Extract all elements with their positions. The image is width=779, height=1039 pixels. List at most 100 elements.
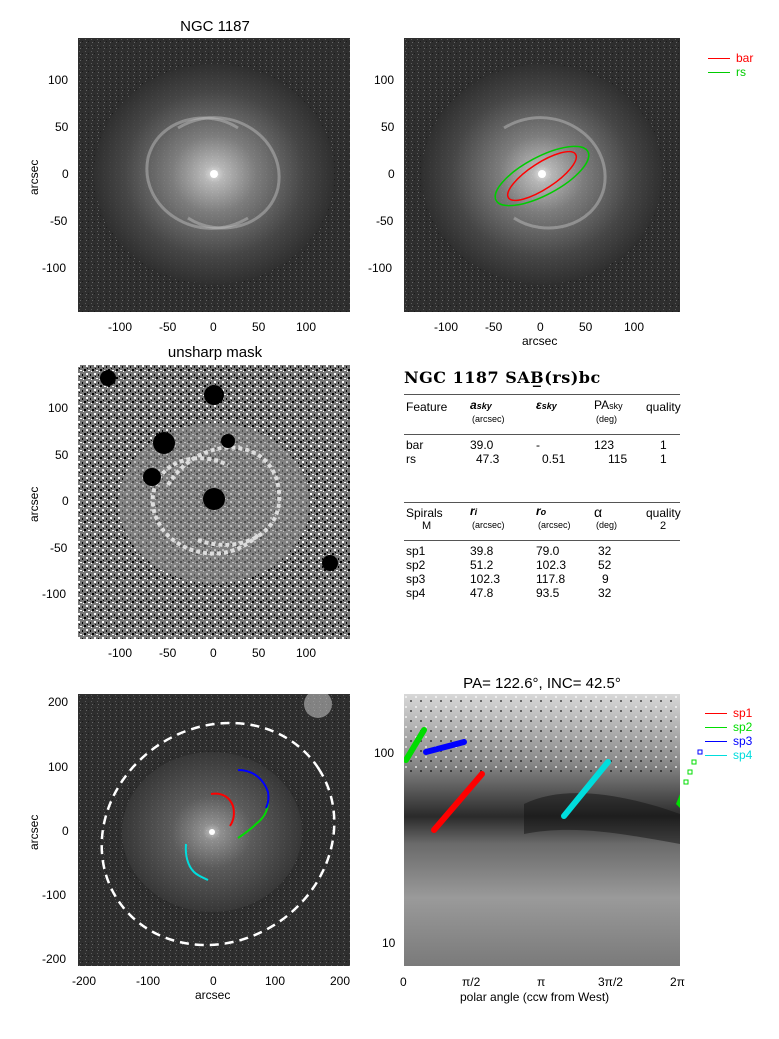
cell-q: 1: [660, 438, 667, 452]
legend-line: [705, 712, 727, 714]
panel1-ytick: 100: [48, 73, 69, 87]
cell-alpha: 32: [598, 544, 612, 558]
spiral-sp4: [184, 843, 209, 881]
cell-ri: 39.8: [470, 544, 494, 558]
cell-a: 47.3: [476, 452, 500, 466]
panel2-ytick: 100: [374, 73, 395, 87]
panel3-ytick: -50: [50, 541, 68, 555]
panel1-ylabel: arcsec: [27, 159, 41, 195]
panel5-xlabel: polar angle (ccw from West): [460, 990, 610, 1004]
spiral-overlay-panel: [78, 694, 350, 966]
outer-ellipse: [100, 721, 336, 947]
bar-ellipse: [506, 150, 578, 202]
legend-item-sp3: sp3: [705, 734, 752, 748]
cell-ro: 93.5: [536, 586, 560, 600]
panel1-xtick: 50: [252, 320, 266, 334]
cell-pa: 115: [608, 452, 628, 466]
panel3-xtick: 50: [252, 646, 266, 660]
panel3-ylabel: arcsec: [27, 486, 41, 522]
spiral-sp3: [237, 769, 270, 809]
legend-item-sp1: sp1: [705, 706, 752, 720]
legend-line: [708, 57, 730, 59]
panel2-ytick: 0: [388, 167, 395, 181]
col-header-quality-value: 2: [660, 520, 667, 532]
panel3-ytick: 0: [62, 494, 69, 508]
col-unit-alpha: (deg): [596, 520, 618, 530]
legend-label: sp1: [733, 706, 753, 720]
col-unit-ro: (arcsec): [538, 520, 571, 530]
panel1-ytick: -100: [42, 261, 67, 275]
spiral-sp1: [210, 792, 235, 827]
cell-q: 1: [660, 452, 667, 466]
panel3-ytick: 100: [48, 401, 69, 415]
col-header-quality2: quality: [646, 506, 681, 520]
panel2-xtick: 100: [624, 320, 645, 334]
galaxy-image-panel: [78, 38, 350, 312]
panel1-ytick: 50: [55, 120, 69, 134]
col-unit-pa: (deg): [596, 414, 618, 424]
cell-ri: 47.8: [470, 586, 494, 600]
panel4-ytick: 200: [48, 695, 69, 709]
col-header-spirals: Spirals: [406, 506, 443, 520]
cell-a: 39.0: [470, 438, 494, 452]
legend-item-bar: bar: [708, 51, 753, 65]
legend-item-sp4: sp4: [705, 748, 752, 762]
spiral-sp2: [237, 801, 269, 839]
panel4-xtick: -100: [136, 974, 161, 988]
panel3-ytick: 50: [55, 448, 69, 462]
legend-label: rs: [736, 65, 746, 79]
col-unit-ri: (arcsec): [472, 520, 505, 530]
panel1-ytick: -50: [50, 214, 68, 228]
col-unit-a: (arcsec): [472, 414, 505, 424]
col-header-ri: ri: [470, 504, 478, 518]
legend-item-sp2: sp2: [705, 720, 752, 734]
panel4-ylabel: arcsec: [27, 814, 41, 850]
panel5-xtick: π/2: [462, 975, 481, 989]
cell-name: sp3: [406, 572, 426, 586]
legend-label: bar: [736, 51, 754, 65]
divider: [404, 434, 680, 435]
polar-sp3: [423, 739, 467, 755]
cell-ro: 102.3: [536, 558, 567, 572]
legend-line: [708, 71, 730, 73]
col-header-feature: Feature: [406, 400, 448, 414]
divider: [404, 394, 680, 395]
cell-alpha: 32: [598, 586, 612, 600]
cell-ro: 79.0: [536, 544, 560, 558]
panel5-xtick: 0: [400, 975, 407, 989]
panel4-ytick: 100: [48, 760, 69, 774]
panel1-xtick: -100: [108, 320, 133, 334]
col-header-pa: PAsky: [594, 398, 623, 412]
cell-ri: 51.2: [470, 558, 494, 572]
panel4-xlabel: arcsec: [195, 988, 231, 1002]
galaxy-ellipse-panel: [404, 38, 680, 312]
legend-line: [705, 740, 727, 742]
cell-alpha: 9: [602, 572, 609, 586]
panel5-xtick: 2π: [670, 975, 685, 989]
panel2-ytick: -50: [376, 214, 394, 228]
polar-sp2: [404, 727, 427, 763]
legend-label: sp2: [733, 720, 753, 734]
panel3-ytick: -100: [42, 587, 67, 601]
panel1-xtick: -50: [159, 320, 177, 334]
panel4-xtick: 0: [210, 974, 217, 988]
col-header-quality: quality: [646, 400, 681, 414]
col-header-m: M: [422, 520, 432, 532]
panel5-legend: sp1 sp2 sp3 sp4: [705, 706, 752, 762]
panel2-xtick: 0: [537, 320, 544, 334]
panel5-ytick: 10: [382, 936, 396, 950]
panel3-xtick: -50: [159, 646, 177, 660]
panel5-title: PA= 122.6°, INC= 42.5°: [463, 675, 621, 692]
panel3-title: unsharp mask: [167, 344, 263, 361]
panel2-xlabel: arcsec: [522, 334, 558, 348]
panel1-xtick: 0: [210, 320, 217, 334]
panel5-ytick: 100: [374, 746, 395, 760]
cell-name: sp2: [406, 558, 426, 572]
panel2-xtick: -100: [434, 320, 459, 334]
panel2-ytick: 50: [381, 120, 395, 134]
panel5-xtick: π: [537, 975, 546, 989]
cell-name: rs: [406, 452, 416, 466]
panel4-ytick: -100: [42, 888, 67, 902]
polar-plot-panel: [404, 694, 680, 966]
rs-ellipse: [494, 145, 590, 207]
